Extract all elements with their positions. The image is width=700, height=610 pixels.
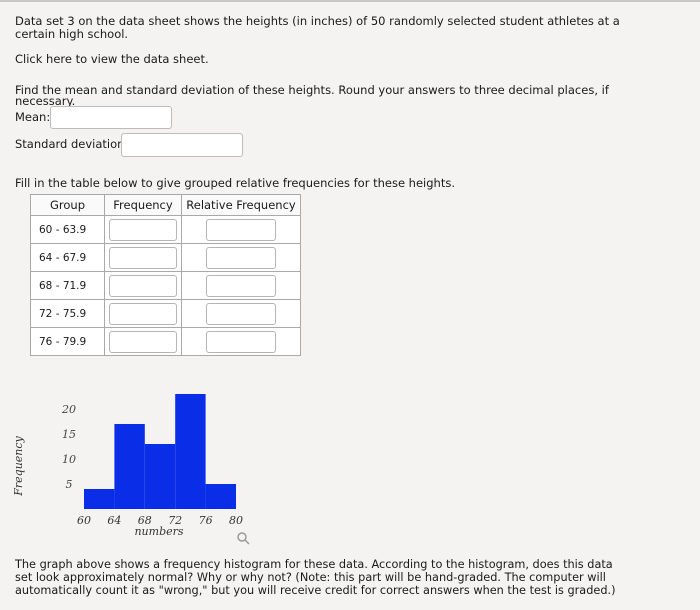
grouped-frequency-table: Group Frequency Relative Frequency 60 - … [30,194,301,356]
histogram-bar [144,444,176,509]
header-relative-frequency: Relative Frequency [181,194,301,216]
table-row: 76 - 79.9 [30,327,301,356]
standard-deviation-input[interactable] [121,133,243,157]
intro-text-line2: certain high school. [15,27,129,41]
table-instruction: Fill in the table below to give grouped … [15,176,455,190]
table-row: 72 - 75.9 [30,299,301,328]
table-row: 60 - 63.9 [30,215,301,244]
table-row: 68 - 71.9 [30,271,301,300]
y-tick-label: 20 [61,403,76,416]
standard-deviation-label: Standard deviation: [15,137,129,151]
frequency-input[interactable] [109,330,177,353]
x-tick-label: 64 [107,514,121,527]
magnifier-icon[interactable] [236,530,250,545]
data-sheet-link[interactable]: Click here to view the data sheet. [15,52,209,66]
x-axis-label: numbers [134,525,183,538]
y-axis-label: Frequency [12,435,25,496]
group-cell: 76 - 79.9 [30,327,105,356]
header-group: Group [30,194,105,216]
group-cell: 68 - 71.9 [30,271,105,300]
x-tick-label: 68 [138,514,152,527]
y-tick-label: 15 [62,428,76,441]
histogram-bar [205,484,236,509]
x-tick-label: 72 [168,514,182,527]
relative-frequency-input[interactable] [206,246,276,269]
footer-line3: automatically count it as "wrong," but y… [15,584,616,597]
group-cell: 60 - 63.9 [30,215,105,244]
group-cell: 72 - 75.9 [30,299,105,328]
x-tick-label: 60 [77,514,91,527]
group-cell: 64 - 67.9 [30,243,105,272]
footer-line1: The graph above shows a frequency histog… [15,558,613,571]
y-tick-label: 5 [66,478,73,491]
frequency-histogram: 5 10 15 20 60 64 68 72 76 80 Frequency numbers [12,394,243,538]
frequency-input[interactable] [109,302,177,325]
y-tick-label: 10 [62,453,76,466]
frequency-input[interactable] [109,218,177,241]
mean-label: Mean: [15,110,51,124]
relative-frequency-input[interactable] [206,218,276,241]
relative-frequency-input[interactable] [206,274,276,297]
instruction-line2: necessary. [15,94,76,108]
intro-text-line1: Data set 3 on the data sheet shows the h… [15,14,620,28]
histogram-bar [175,394,206,509]
frequency-input[interactable] [109,246,177,269]
histogram-bar [114,424,145,509]
footer-line2: set look approximately normal? Why or wh… [15,571,606,584]
table-header-row: Group Frequency Relative Frequency [30,194,301,216]
top-divider [0,0,700,2]
x-tick-label: 80 [229,514,243,527]
relative-frequency-input[interactable] [206,302,276,325]
instruction-line1: Find the mean and standard deviation of … [15,83,609,97]
histogram-bar [84,489,115,509]
relative-frequency-input[interactable] [206,330,276,353]
header-frequency: Frequency [104,194,182,216]
x-tick-label: 76 [199,514,213,527]
mean-input[interactable] [50,106,172,129]
table-row: 64 - 67.9 [30,243,301,272]
frequency-input[interactable] [109,274,177,297]
